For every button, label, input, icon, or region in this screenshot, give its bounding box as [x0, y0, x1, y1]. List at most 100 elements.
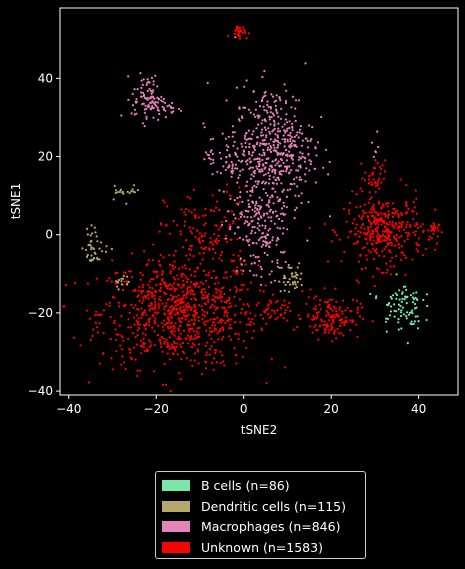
point-unknown — [325, 314, 328, 317]
point-macrophages — [292, 144, 296, 147]
point-unknown — [219, 327, 222, 330]
point-macrophages — [208, 157, 211, 160]
point-unknown — [148, 324, 151, 327]
point-unknown — [193, 344, 196, 347]
point-unknown — [299, 317, 302, 321]
point-unknown — [213, 300, 217, 303]
point-macrophages — [270, 164, 273, 167]
point-unknown — [338, 308, 341, 311]
point-unknown — [197, 285, 200, 288]
point-unknown — [289, 309, 292, 313]
point-unknown — [367, 230, 370, 233]
point-unknown — [105, 303, 108, 306]
point-macrophages — [211, 173, 214, 176]
point-macrophages — [245, 184, 248, 187]
point-macrophages — [244, 132, 247, 135]
point-macrophages — [253, 210, 256, 213]
point-unknown — [181, 266, 184, 269]
point-dendritic-cells — [110, 247, 113, 251]
point-macrophages — [243, 137, 246, 140]
point-unknown — [169, 272, 172, 275]
point-macrophages — [273, 124, 276, 127]
point-macrophages — [264, 94, 267, 97]
point-unknown — [241, 355, 244, 358]
point-macrophages — [269, 111, 272, 114]
point-unknown — [388, 220, 391, 224]
point-unknown — [242, 284, 245, 287]
point-macrophages — [264, 241, 268, 244]
point-unknown — [407, 231, 410, 234]
point-macrophages — [257, 211, 260, 214]
point-macrophages — [272, 182, 275, 185]
point-macrophages — [263, 126, 266, 129]
point-unknown — [169, 389, 172, 393]
point-unknown — [189, 280, 192, 284]
point-unknown — [162, 256, 165, 259]
point-b-cells — [417, 320, 420, 323]
point-unknown — [196, 312, 199, 315]
point-unknown — [215, 307, 219, 310]
point-unknown — [149, 341, 152, 344]
point-macrophages — [245, 138, 248, 141]
point-unknown — [309, 288, 312, 291]
point-unknown — [372, 166, 375, 169]
point-b-cells — [409, 322, 412, 325]
point-unknown — [212, 294, 215, 297]
point-dendritic-cells — [114, 191, 117, 195]
point-unknown — [124, 368, 127, 371]
point-unknown — [185, 293, 188, 296]
point-unknown — [361, 177, 364, 180]
point-unknown — [180, 275, 183, 278]
scatter-points — [62, 25, 443, 393]
point-macrophages — [241, 168, 244, 171]
point-unknown — [228, 223, 231, 226]
point-unknown — [236, 238, 239, 241]
point-macrophages — [260, 181, 264, 185]
point-unknown — [264, 284, 267, 287]
point-macrophages — [172, 110, 175, 113]
point-unknown — [360, 226, 363, 229]
point-b-cells — [393, 303, 396, 306]
point-macrophages — [233, 131, 236, 134]
point-macrophages — [253, 226, 256, 229]
point-unknown — [172, 276, 175, 279]
point-unknown — [431, 225, 435, 228]
point-macrophages — [271, 160, 274, 163]
point-unknown — [173, 260, 176, 263]
point-dendritic-cells — [295, 276, 298, 280]
point-unknown — [159, 286, 163, 289]
point-unknown — [208, 348, 211, 351]
point-dendritic-cells — [120, 277, 123, 280]
point-unknown — [223, 300, 226, 303]
point-unknown — [417, 237, 420, 240]
point-unknown — [196, 348, 199, 351]
point-unknown — [91, 334, 94, 338]
point-unknown — [364, 211, 367, 214]
point-unknown — [204, 214, 207, 217]
point-unknown — [96, 313, 99, 316]
point-macrophages — [225, 237, 228, 240]
point-macrophages — [211, 137, 215, 140]
point-unknown — [367, 249, 370, 252]
point-unknown — [280, 307, 283, 310]
point-unknown — [153, 322, 156, 325]
point-macrophages — [289, 137, 292, 141]
point-macrophages — [254, 206, 257, 209]
point-unknown — [215, 361, 219, 364]
point-unknown — [129, 351, 132, 354]
point-unknown — [203, 302, 206, 305]
point-unknown — [171, 284, 174, 287]
point-unknown — [207, 293, 210, 296]
point-macrophages — [256, 208, 259, 212]
point-unknown — [369, 222, 372, 225]
point-macrophages — [231, 163, 234, 166]
plot-frame — [59, 7, 459, 396]
point-macrophages — [134, 100, 137, 103]
point-macrophages — [292, 178, 296, 181]
point-unknown — [193, 316, 196, 319]
point-unknown — [381, 218, 384, 221]
point-unknown — [72, 336, 75, 339]
point-macrophages — [264, 219, 267, 222]
point-unknown — [191, 364, 194, 367]
point-macrophages — [269, 208, 272, 211]
